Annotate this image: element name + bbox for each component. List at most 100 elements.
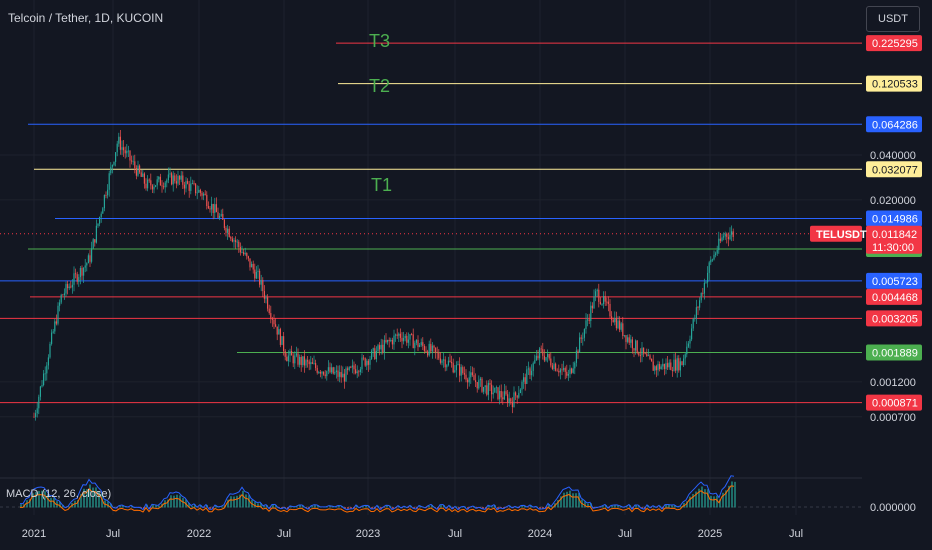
time-axis-label: Jul <box>105 528 121 540</box>
candle-body <box>702 292 704 294</box>
candle-body <box>547 353 549 358</box>
macd-histogram-bar <box>191 505 193 508</box>
currency-button[interactable]: USDT <box>866 6 920 32</box>
candle-body <box>343 373 345 382</box>
macd-histogram-bar <box>545 507 547 509</box>
macd-histogram-bar <box>560 496 562 508</box>
macd-histogram-bar <box>548 504 550 508</box>
candle-body <box>377 345 379 351</box>
candle-body <box>388 339 390 342</box>
candle-body <box>531 370 533 376</box>
macd-histogram-bar <box>614 505 616 508</box>
candle-body <box>551 365 553 369</box>
target-labels: T3 T2 T1 <box>369 31 392 195</box>
candle-body <box>351 365 353 368</box>
candle-body <box>503 391 505 400</box>
macd-histogram-bar <box>176 494 178 508</box>
candle-body <box>332 367 334 374</box>
price-axis-tick: 0.040000 <box>870 150 916 162</box>
price-badge-label: 0.001889 <box>872 348 918 360</box>
candle-body <box>625 335 627 342</box>
candle-body <box>676 358 678 371</box>
candle-body <box>283 336 285 351</box>
candle-body <box>484 385 486 387</box>
macd-histogram-bar <box>311 505 313 508</box>
candle-body <box>150 180 152 186</box>
candle-body <box>329 367 331 373</box>
macd-histogram-bar <box>407 507 409 508</box>
candle-body <box>606 301 608 303</box>
price-badge-label: 0.225295 <box>872 38 918 50</box>
candle-body <box>447 360 449 366</box>
candle-body <box>425 350 427 352</box>
candle-body <box>431 345 433 352</box>
macd-histogram-bar <box>557 500 559 508</box>
candle-body <box>295 353 297 356</box>
candle-body <box>721 237 723 241</box>
candle-body <box>588 319 590 321</box>
candle-body <box>291 351 293 356</box>
candle-body <box>276 326 278 335</box>
candle-body <box>219 215 221 218</box>
candle-body <box>427 351 429 356</box>
candle-body <box>227 228 229 233</box>
macd-histogram-bar <box>233 496 235 508</box>
candle-body <box>115 152 117 162</box>
candle-body <box>356 371 358 374</box>
candle-body <box>100 213 102 217</box>
macd-histogram-bar <box>194 504 196 508</box>
candle-body <box>196 192 198 194</box>
macd-histogram-bar <box>170 495 172 508</box>
candle-body <box>326 371 328 377</box>
candle-body <box>265 297 267 299</box>
candle-body <box>483 386 485 392</box>
macd-histogram-bar <box>263 505 265 508</box>
macd-histogram-bar <box>677 506 679 508</box>
candle-body <box>665 363 667 370</box>
candle-body <box>44 373 46 375</box>
candle-body <box>159 176 161 186</box>
candle-body <box>561 369 563 371</box>
candle-body <box>708 262 710 273</box>
candle-body <box>308 361 310 365</box>
candle-body <box>318 372 320 373</box>
price-axis[interactable]: 0.040000 0.020000 0.001200 0.000700 0.000000 <box>870 150 916 514</box>
candle-body <box>60 294 62 303</box>
candle-body <box>359 369 361 373</box>
candle-body <box>171 173 173 185</box>
candle-body <box>604 296 606 302</box>
candle-body <box>310 362 312 365</box>
candle-body <box>126 150 128 154</box>
candle-body <box>436 351 438 353</box>
macd-histogram-bar <box>575 493 577 508</box>
candle-body <box>361 357 363 370</box>
candle-body <box>479 378 481 381</box>
price-badge-label: 0.003205 <box>872 313 918 325</box>
candle-body <box>497 387 499 400</box>
candle-body <box>105 194 107 196</box>
candle-body <box>681 361 683 366</box>
candle-body <box>430 343 432 352</box>
macd-histogram-bar <box>428 505 430 508</box>
price-axis-tick: 0.020000 <box>870 195 916 207</box>
candle-body <box>284 350 286 357</box>
macd-histogram-bar <box>338 505 340 508</box>
time-axis-label: 2021 <box>21 528 47 540</box>
candle-body <box>299 357 301 365</box>
candle-body <box>599 301 601 305</box>
candle-body <box>649 355 651 359</box>
candle-body <box>590 305 592 321</box>
candle-body <box>52 331 54 333</box>
candle-body <box>182 175 184 185</box>
candle-body <box>510 398 512 402</box>
candle-body <box>211 203 213 210</box>
macd-histogram-bar <box>257 503 259 508</box>
candle-body <box>273 319 275 325</box>
candle-body <box>260 280 262 285</box>
macd-histogram-bar <box>413 507 415 509</box>
candle-body <box>129 150 131 161</box>
macd-histogram-bar <box>689 496 691 508</box>
target-label: T2 <box>369 76 390 96</box>
candle-body <box>76 274 78 282</box>
